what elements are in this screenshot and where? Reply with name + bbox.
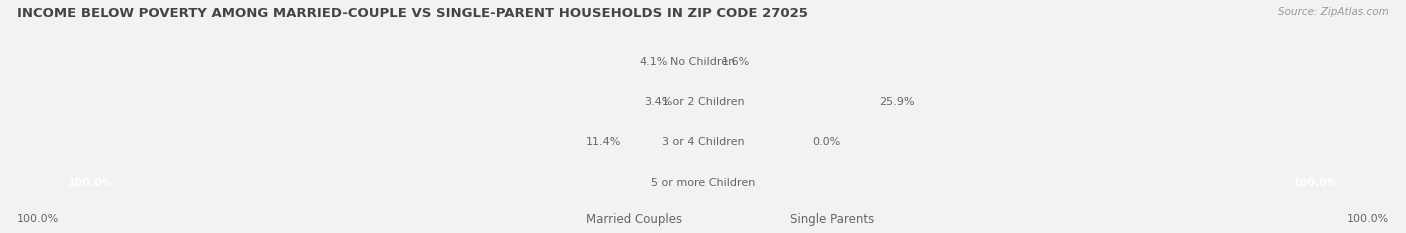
Text: No Children: No Children (671, 57, 735, 67)
Text: 1 or 2 Children: 1 or 2 Children (662, 97, 744, 107)
Text: Single Parents: Single Parents (790, 212, 875, 226)
Text: 1.6%: 1.6% (721, 57, 749, 67)
Text: 5 or more Children: 5 or more Children (651, 178, 755, 188)
Text: 100.0%: 100.0% (1292, 178, 1339, 188)
Text: 100.0%: 100.0% (1347, 214, 1389, 224)
Text: 3.4%: 3.4% (644, 97, 672, 107)
Text: 100.0%: 100.0% (67, 178, 114, 188)
Text: 3 or 4 Children: 3 or 4 Children (662, 137, 744, 147)
Text: INCOME BELOW POVERTY AMONG MARRIED-COUPLE VS SINGLE-PARENT HOUSEHOLDS IN ZIP COD: INCOME BELOW POVERTY AMONG MARRIED-COUPL… (17, 7, 807, 20)
Text: Married Couples: Married Couples (586, 212, 682, 226)
Text: 4.1%: 4.1% (640, 57, 668, 67)
Text: Source: ZipAtlas.com: Source: ZipAtlas.com (1278, 7, 1389, 17)
Text: 0.0%: 0.0% (813, 137, 841, 147)
Text: 11.4%: 11.4% (585, 137, 621, 147)
Text: 100.0%: 100.0% (17, 214, 59, 224)
Text: 25.9%: 25.9% (879, 97, 914, 107)
